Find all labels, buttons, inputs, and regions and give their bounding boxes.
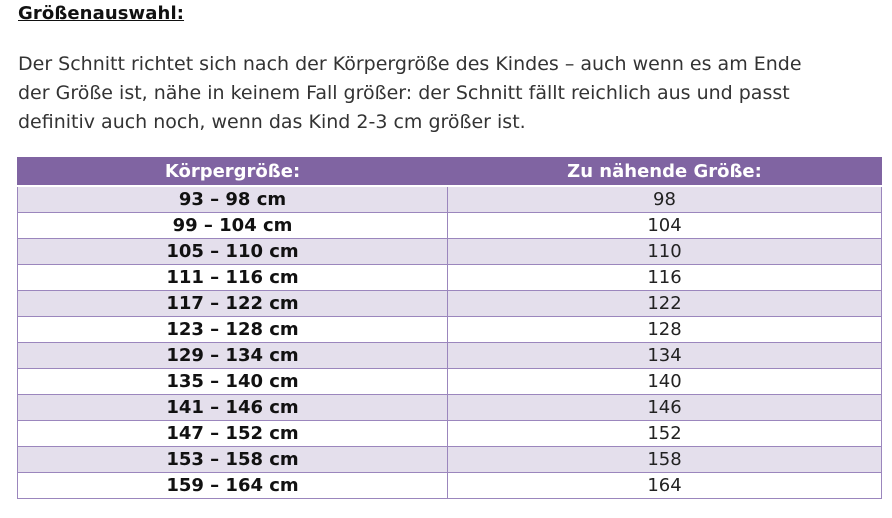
body-height-cell: 111 – 116 cm bbox=[17, 264, 448, 291]
intro-line: der Größe ist, nähe in keinem Fall größe… bbox=[18, 82, 790, 104]
sew-size-cell: 140 bbox=[447, 368, 882, 395]
sew-size-cell: 158 bbox=[447, 446, 882, 473]
table-row: 123 – 128 cm 128 bbox=[17, 316, 882, 343]
table-row: 153 – 158 cm 158 bbox=[17, 446, 882, 473]
sew-size-cell: 110 bbox=[447, 238, 882, 265]
body-height-cell: 141 – 146 cm bbox=[17, 394, 448, 421]
body-height-cell: 99 – 104 cm bbox=[17, 212, 448, 239]
body-height-cell: 123 – 128 cm bbox=[17, 316, 448, 343]
body-height-cell: 147 – 152 cm bbox=[17, 420, 448, 447]
table-row: 99 – 104 cm 104 bbox=[17, 212, 882, 239]
table-row: 147 – 152 cm 152 bbox=[17, 420, 882, 447]
table-row: 135 – 140 cm 140 bbox=[17, 368, 882, 395]
sew-size-cell: 116 bbox=[447, 264, 882, 291]
body-height-cell: 105 – 110 cm bbox=[17, 238, 448, 265]
table-row: 141 – 146 cm 146 bbox=[17, 394, 882, 421]
table-row: 93 – 98 cm 98 bbox=[17, 185, 882, 213]
page-heading: Größenauswahl: bbox=[18, 3, 185, 24]
table-header-row: Körpergröße: Zu nähende Größe: bbox=[17, 157, 882, 187]
intro-line: Der Schnitt richtet sich nach der Körper… bbox=[18, 53, 802, 75]
sew-size-cell: 98 bbox=[447, 185, 882, 213]
table-row: 117 – 122 cm 122 bbox=[17, 290, 882, 317]
body-height-cell: 135 – 140 cm bbox=[17, 368, 448, 395]
body-height-cell: 153 – 158 cm bbox=[17, 446, 448, 473]
body-height-cell: 159 – 164 cm bbox=[17, 472, 448, 499]
table-body: 93 – 98 cm 98 99 – 104 cm 104 105 – 110 cm 11… bbox=[17, 185, 882, 499]
table-row: 105 – 110 cm 110 bbox=[17, 238, 882, 265]
size-table: Körpergröße: Zu nähende Größe: 93 – 98 c… bbox=[17, 157, 882, 499]
intro-paragraph: Der Schnitt richtet sich nach der Körper… bbox=[18, 50, 878, 137]
header-body-height: Körpergröße: bbox=[17, 157, 448, 187]
body-height-cell: 93 – 98 cm bbox=[17, 185, 448, 213]
sew-size-cell: 122 bbox=[447, 290, 882, 317]
intro-line: definitiv auch noch, wenn das Kind 2-3 c… bbox=[18, 111, 526, 133]
sew-size-cell: 104 bbox=[447, 212, 882, 239]
body-height-cell: 117 – 122 cm bbox=[17, 290, 448, 317]
sew-size-cell: 146 bbox=[447, 394, 882, 421]
sew-size-cell: 164 bbox=[447, 472, 882, 499]
sew-size-cell: 134 bbox=[447, 342, 882, 369]
body-height-cell: 129 – 134 cm bbox=[17, 342, 448, 369]
table-row: 159 – 164 cm 164 bbox=[17, 472, 882, 499]
sew-size-cell: 152 bbox=[447, 420, 882, 447]
table-row: 111 – 116 cm 116 bbox=[17, 264, 882, 291]
header-sew-size: Zu nähende Größe: bbox=[447, 157, 882, 187]
sew-size-cell: 128 bbox=[447, 316, 882, 343]
table-row: 129 – 134 cm 134 bbox=[17, 342, 882, 369]
